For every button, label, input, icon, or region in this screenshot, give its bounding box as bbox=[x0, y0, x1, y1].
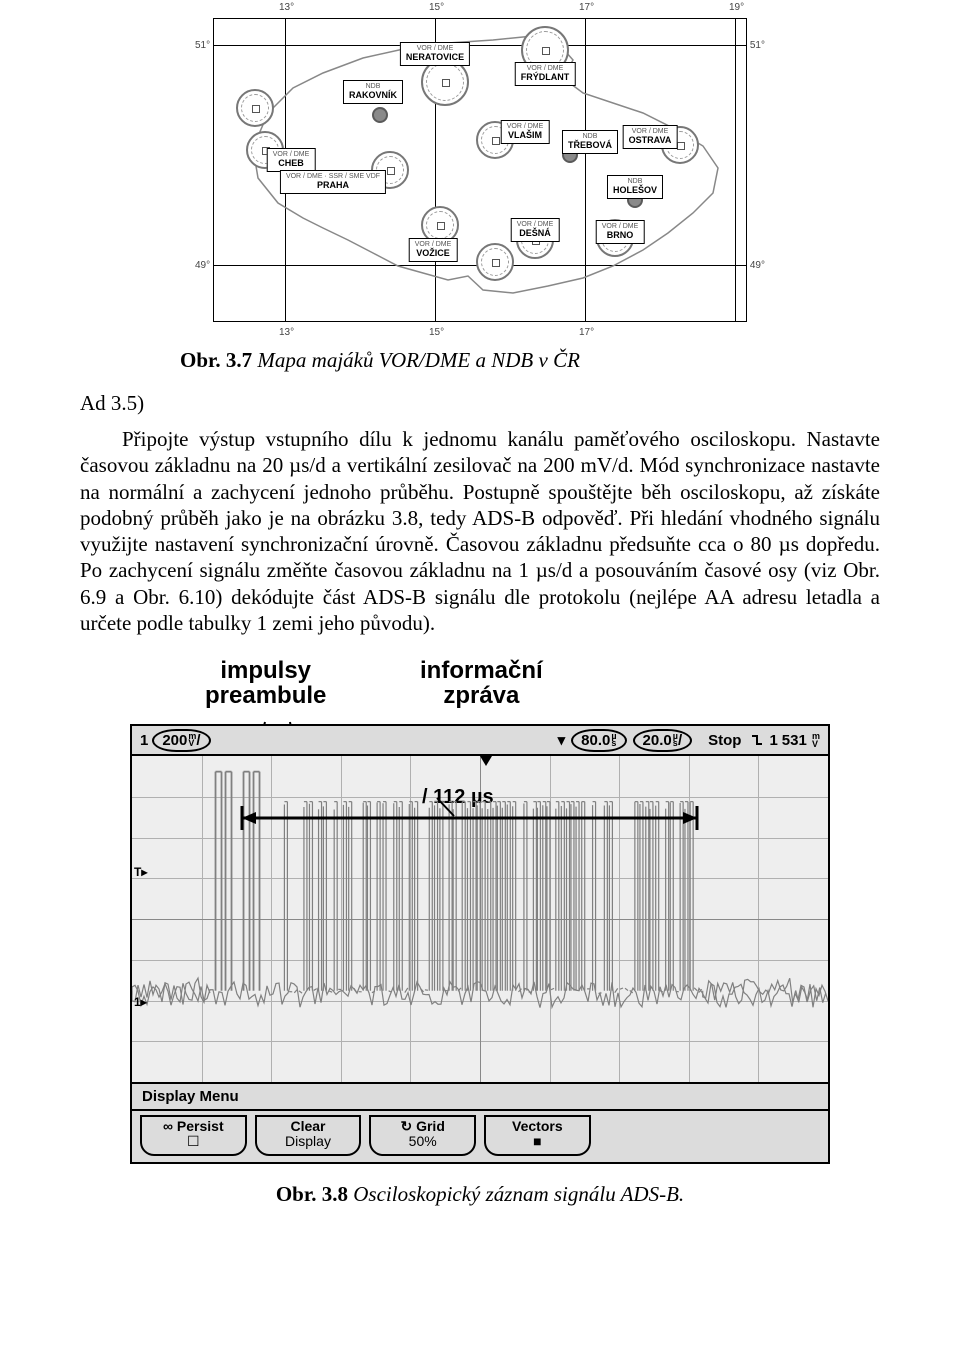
lat-label: 49° bbox=[195, 260, 210, 271]
beacon-label: VOR / DMEBRNO bbox=[596, 220, 645, 244]
beacon-label: NDBRAKOVNÍK bbox=[343, 80, 403, 104]
softkey-grid[interactable]: ↻ Grid 50% bbox=[369, 1115, 476, 1156]
lon-label: 17° bbox=[579, 2, 594, 13]
lat-label: 51° bbox=[750, 40, 765, 51]
softkey-vectors[interactable]: Vectors ■ bbox=[484, 1115, 591, 1156]
falling-edge-icon bbox=[751, 734, 763, 746]
oscilloscope-figure: impulsy preambule informační zpráva 1 20… bbox=[80, 664, 880, 1164]
lon-label: 13° bbox=[279, 327, 294, 338]
beacon-label: VOR / DMEDEŠNÁ bbox=[511, 218, 560, 242]
vor-dme-beacon bbox=[476, 243, 514, 281]
vor-dme-beacon bbox=[236, 89, 274, 127]
lon-label: 17° bbox=[579, 327, 594, 338]
channel-number: 1 bbox=[140, 732, 148, 749]
body-paragraph: Připojte výstup vstupního dílu k jednomu… bbox=[80, 426, 880, 636]
ndb-beacon bbox=[372, 107, 388, 123]
trigger-level: 531 mV bbox=[782, 732, 820, 749]
lon-label: 19° bbox=[729, 2, 744, 13]
softkey-clear-display[interactable]: Clear Display bbox=[255, 1115, 362, 1156]
softkey-persist[interactable]: ∞ Persist ☐ bbox=[140, 1115, 247, 1156]
softkey-empty bbox=[599, 1115, 706, 1156]
vdiv-readout: 200 mV / bbox=[152, 729, 210, 752]
lat-label: 49° bbox=[750, 260, 765, 271]
waveform: T▸ 1▸ bbox=[132, 756, 828, 1082]
scope-display: / 112 µs T▸ 1▸ bbox=[130, 754, 830, 1084]
beacon-label: VOR / DMEVLAŠIM bbox=[501, 120, 550, 144]
caption-text: Osciloskopický záznam signálu ADS-B. bbox=[353, 1182, 684, 1206]
run-mode: Stop bbox=[708, 732, 741, 749]
trigger-pos-marker-icon: ▾ bbox=[558, 731, 566, 749]
display-menu-label: Display Menu bbox=[130, 1084, 830, 1109]
timebase-readout: 20.0 µs / bbox=[633, 729, 693, 752]
section-label: Ad 3.5) bbox=[80, 391, 880, 416]
caption-number: Obr. 3.8 bbox=[276, 1182, 348, 1206]
map-figure: 13° 15° 17° 19° 13° 15° 17° 51° 51° 49° … bbox=[80, 0, 880, 340]
scope-caption: Obr. 3.8 Osciloskopický záznam signálu A… bbox=[80, 1182, 880, 1207]
svg-text:T▸: T▸ bbox=[134, 865, 148, 879]
softkey-empty bbox=[713, 1115, 820, 1156]
lon-label: 15° bbox=[429, 327, 444, 338]
caption-text: Mapa majáků VOR/DME a NDB v ČR bbox=[257, 348, 580, 372]
beacon-label: VOR / DMEVOŽICE bbox=[409, 238, 458, 262]
beacon-label: NDBHOLEŠOV bbox=[607, 175, 663, 199]
beacon-label: VOR / DMEFRÝDLANT bbox=[515, 62, 576, 86]
lon-label: 15° bbox=[429, 2, 444, 13]
lon-label: 13° bbox=[279, 2, 294, 13]
lat-label: 51° bbox=[195, 40, 210, 51]
scope-status-bar: 1 200 mV / ▾ 80.0 µs 20.0 µs / Stop bbox=[130, 724, 830, 754]
beacon-label: VOR / DME · SSR / SME VDFPRAHA bbox=[280, 170, 386, 194]
beacon-label: VOR / DMEOSTRAVA bbox=[623, 125, 678, 149]
beacon-label: VOR / DMECHEB bbox=[267, 148, 316, 172]
time-offset-readout: 80.0 µs bbox=[571, 729, 626, 752]
svg-text:1▸: 1▸ bbox=[134, 995, 148, 1009]
beacon-label: VOR / DMENERATOVICE bbox=[400, 42, 470, 66]
caption-number: Obr. 3.7 bbox=[180, 348, 252, 372]
softkey-row: ∞ Persist ☐ Clear Display ↻ Grid 50% Vec… bbox=[130, 1109, 830, 1164]
map-caption: Obr. 3.7 Mapa majáků VOR/DME a NDB v ČR bbox=[180, 348, 880, 373]
map: 13° 15° 17° 19° 13° 15° 17° 51° 51° 49° … bbox=[195, 0, 765, 340]
oscilloscope: impulsy preambule informační zpráva 1 20… bbox=[130, 664, 830, 1164]
beacon-label: NDBTŘEBOVÁ bbox=[562, 130, 618, 154]
trigger-channel: 1 bbox=[769, 732, 777, 749]
